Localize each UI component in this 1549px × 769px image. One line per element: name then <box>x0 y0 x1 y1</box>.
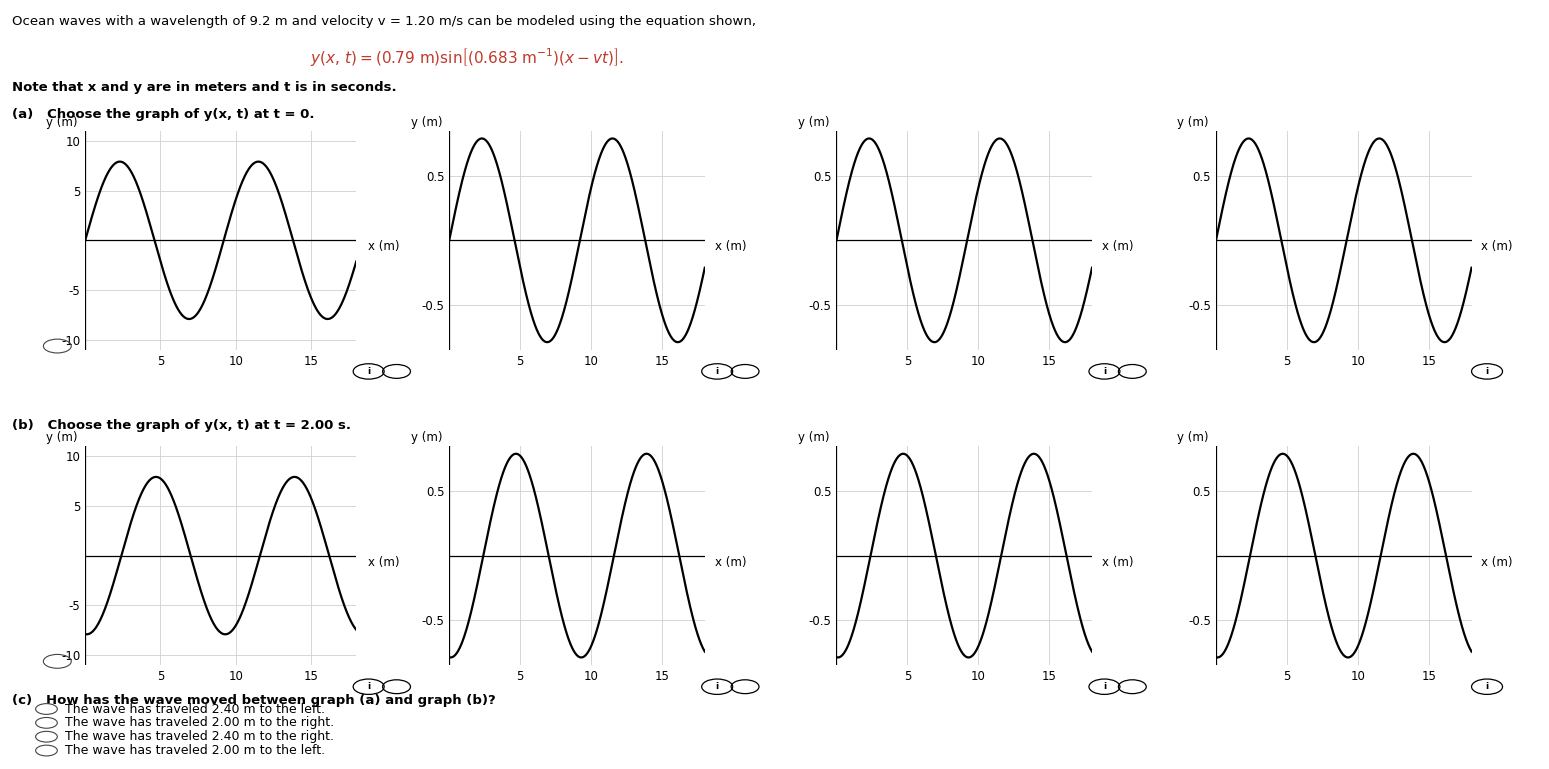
Text: The wave has traveled 2.40 m to the left.: The wave has traveled 2.40 m to the left… <box>65 703 325 715</box>
Text: y (m): y (m) <box>46 115 77 128</box>
Text: y (m): y (m) <box>46 431 77 444</box>
Text: y (m): y (m) <box>798 115 829 128</box>
Text: i: i <box>1103 682 1106 691</box>
Text: i: i <box>716 367 719 376</box>
X-axis label: x (m): x (m) <box>1481 240 1513 253</box>
Text: i: i <box>716 682 719 691</box>
Text: y (m): y (m) <box>410 431 441 444</box>
X-axis label: x (m): x (m) <box>1101 555 1134 568</box>
Text: $y(x,\, t) = (0.79\ \mathrm{m})\sin\!\left[(0.683\ \mathrm{m}^{-1})(x - vt)\righ: $y(x,\, t) = (0.79\ \mathrm{m})\sin\!\le… <box>310 46 624 68</box>
Text: i: i <box>1103 367 1106 376</box>
Text: i: i <box>1485 367 1489 376</box>
Text: y (m): y (m) <box>1177 431 1208 444</box>
Text: i: i <box>367 367 370 376</box>
X-axis label: x (m): x (m) <box>1101 240 1134 253</box>
Text: i: i <box>1485 682 1489 691</box>
Text: Note that x and y are in meters and t is in seconds.: Note that x and y are in meters and t is… <box>12 81 397 94</box>
Text: i: i <box>367 682 370 691</box>
Text: The wave has traveled 2.40 m to the right.: The wave has traveled 2.40 m to the righ… <box>65 731 335 743</box>
Text: (a)   Choose the graph of y(x, t) at t = 0.: (a) Choose the graph of y(x, t) at t = 0… <box>12 108 314 121</box>
Text: (b)   Choose the graph of y(x, t) at t = 2.00 s.: (b) Choose the graph of y(x, t) at t = 2… <box>12 419 352 432</box>
X-axis label: x (m): x (m) <box>714 240 747 253</box>
Text: y (m): y (m) <box>410 115 441 128</box>
X-axis label: x (m): x (m) <box>367 555 400 568</box>
Text: Ocean waves with a wavelength of 9.2 m and velocity v = 1.20 m/s can be modeled : Ocean waves with a wavelength of 9.2 m a… <box>12 15 756 28</box>
Text: The wave has traveled 2.00 m to the left.: The wave has traveled 2.00 m to the left… <box>65 744 325 757</box>
Text: (c)   How has the wave moved between graph (a) and graph (b)?: (c) How has the wave moved between graph… <box>12 694 496 707</box>
Text: The wave has traveled 2.00 m to the right.: The wave has traveled 2.00 m to the righ… <box>65 717 335 729</box>
Text: y (m): y (m) <box>1177 115 1208 128</box>
X-axis label: x (m): x (m) <box>714 555 747 568</box>
X-axis label: x (m): x (m) <box>1481 555 1513 568</box>
X-axis label: x (m): x (m) <box>367 240 400 253</box>
Text: y (m): y (m) <box>798 431 829 444</box>
